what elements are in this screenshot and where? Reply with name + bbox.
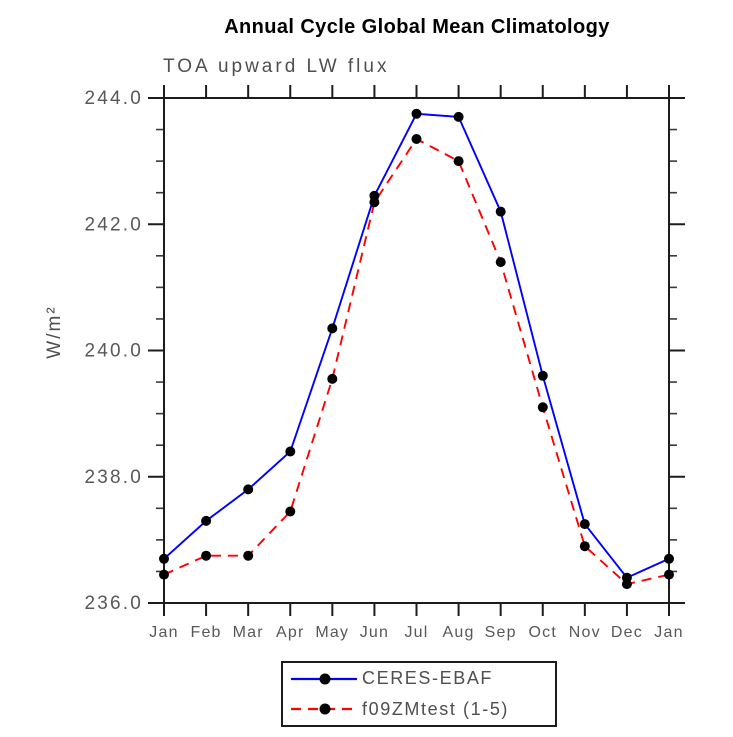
data-point-marker xyxy=(327,373,338,384)
data-point-marker xyxy=(453,111,464,122)
data-point-marker xyxy=(243,550,254,561)
data-point-marker xyxy=(453,156,464,167)
x-tick-label: May xyxy=(315,624,349,641)
data-point-marker xyxy=(579,519,590,530)
legend-label: f09ZMtest (1-5) xyxy=(362,698,510,719)
legend: CERES-EBAF f09ZMtest (1-5) xyxy=(281,661,557,727)
legend-line-dashed-icon xyxy=(291,703,357,715)
data-point-marker xyxy=(495,206,506,217)
series-line-ceres-ebaf xyxy=(163,112,670,579)
y-axis-title: W/m² xyxy=(44,305,65,358)
data-point-marker xyxy=(369,197,380,208)
y-tick-label: 238.0 xyxy=(84,467,143,488)
data-point-marker xyxy=(285,506,296,517)
legend-item-f09zmtest: f09ZMtest (1-5) xyxy=(283,694,555,724)
plot-frame xyxy=(163,97,670,604)
data-point-marker xyxy=(495,257,506,268)
data-point-marker xyxy=(201,550,212,561)
data-point-marker xyxy=(201,515,212,526)
chart-title: Annual Cycle Global Mean Climatology xyxy=(224,16,610,38)
y-tick-label: 244.0 xyxy=(84,88,143,109)
x-tick-label: Jul xyxy=(404,624,428,641)
legend-marker-dot xyxy=(319,703,331,715)
chart-subtitle: TOA upward LW flux xyxy=(163,56,390,77)
x-tick-label: Dec xyxy=(611,624,643,641)
data-point-marker xyxy=(411,108,422,119)
legend-marker-dot xyxy=(319,673,331,685)
data-point-marker xyxy=(243,484,254,495)
y-tick-label: 236.0 xyxy=(84,593,143,614)
data-point-marker xyxy=(664,569,674,580)
y-tick-label: 240.0 xyxy=(84,341,143,362)
data-point-marker xyxy=(159,569,169,580)
data-point-marker xyxy=(579,541,590,552)
data-point-marker xyxy=(537,402,548,413)
x-tick-label: Oct xyxy=(529,624,558,641)
x-tick-label: Jan xyxy=(654,624,683,641)
series-line-f09zmtest-1-5- xyxy=(163,137,670,586)
data-point-marker xyxy=(159,553,169,564)
legend-item-ceres: CERES-EBAF xyxy=(283,664,555,694)
x-tick-label: Sep xyxy=(485,624,517,641)
x-tick-label: Feb xyxy=(190,624,221,641)
legend-line-solid-icon xyxy=(291,673,357,685)
x-tick-label: Aug xyxy=(443,624,475,641)
x-tick-label: Apr xyxy=(276,624,305,641)
data-point-marker xyxy=(327,323,338,334)
data-point-marker xyxy=(664,553,674,564)
y-tick-label: 242.0 xyxy=(84,214,143,235)
x-tick-label: Mar xyxy=(233,624,264,641)
data-point-marker xyxy=(411,134,422,144)
x-tick-label: Jan xyxy=(149,624,178,641)
legend-label: CERES-EBAF xyxy=(362,668,494,689)
data-point-marker xyxy=(621,579,632,590)
data-point-marker xyxy=(537,370,548,381)
x-tick-label: Jun xyxy=(360,624,389,641)
data-point-marker xyxy=(285,446,296,457)
x-tick-label: Nov xyxy=(569,624,601,641)
